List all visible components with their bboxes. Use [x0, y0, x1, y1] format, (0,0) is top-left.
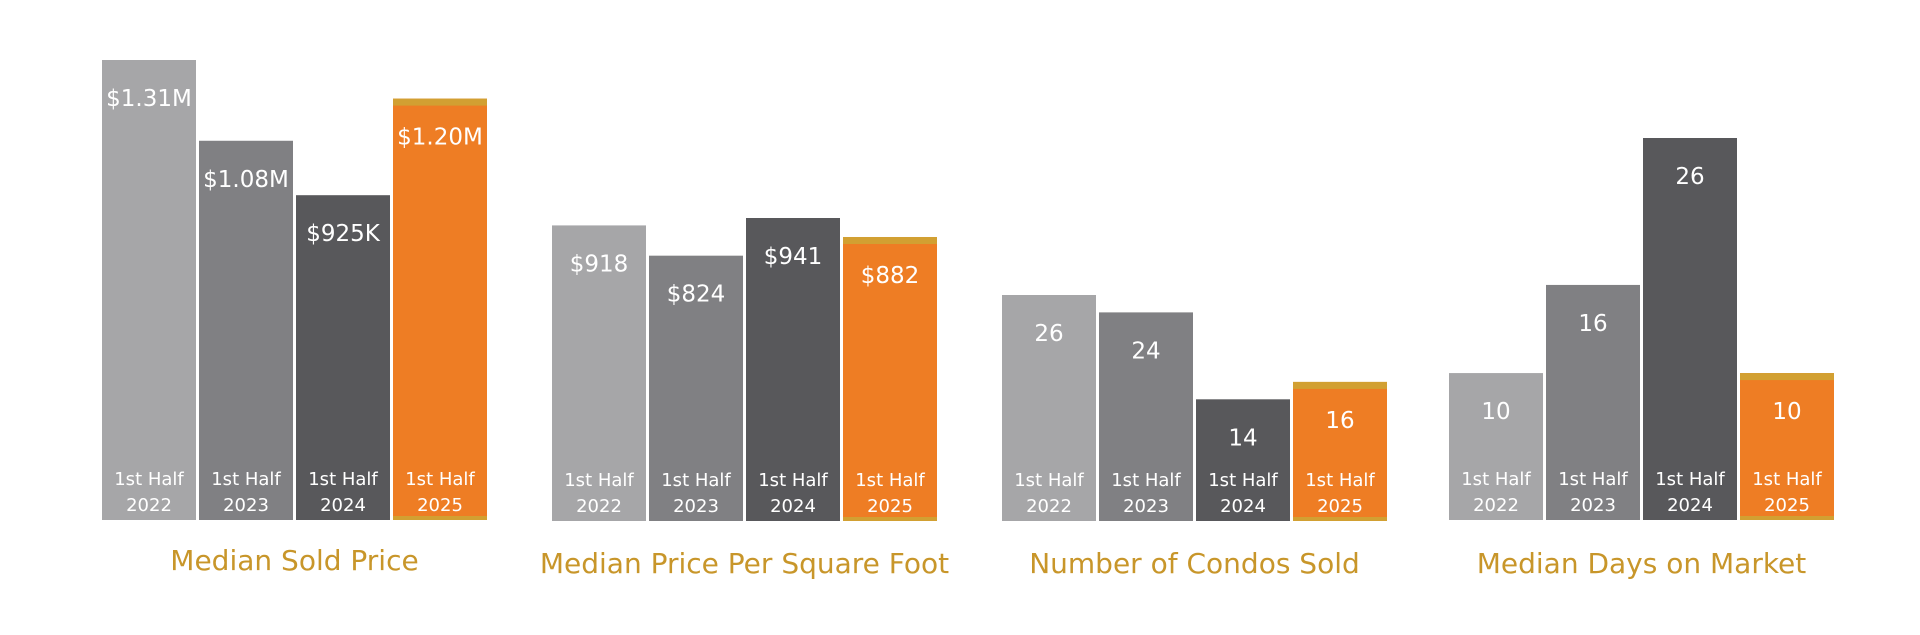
bar-2-2 [649, 255, 743, 521]
bar-1-4 [393, 98, 487, 521]
data-label: $824 [667, 282, 726, 308]
chart-1: $1.31M 1st Half 2022 $1.08M 1st Half 2023 $925… [102, 60, 487, 577]
data-label: 24 [1131, 338, 1160, 364]
category-label: 2024 [1220, 496, 1266, 517]
bar-2-4 [843, 236, 937, 522]
bar-highlight-cap [843, 236, 937, 244]
chart-title: Median Days on Market [1477, 547, 1807, 580]
data-label: $1.31M [106, 86, 192, 112]
bar-4-4 [1740, 373, 1834, 520]
category-label: 2024 [770, 496, 816, 517]
data-label: $918 [570, 251, 629, 277]
category-label: 2023 [673, 496, 719, 517]
category-label: 1st Half [1655, 469, 1725, 490]
category-label: 1st Half [1461, 469, 1531, 490]
category-label: 2022 [576, 496, 622, 517]
category-label: 1st Half [1752, 469, 1822, 490]
category-label: 2025 [1317, 496, 1363, 517]
category-label: 1st Half [405, 469, 475, 490]
bar-3-2 [1099, 312, 1193, 521]
bar-highlight-base [1740, 516, 1834, 520]
bar-highlight-base [843, 517, 937, 521]
category-label: 1st Half [211, 469, 281, 490]
category-label: 1st Half [114, 469, 184, 490]
data-label: 10 [1481, 399, 1510, 425]
bar-3-4 [1293, 381, 1387, 521]
category-label: 1st Half [1014, 470, 1084, 491]
category-label: 2024 [320, 495, 366, 516]
category-label: 2024 [1667, 495, 1713, 516]
bar-highlight-cap [1293, 381, 1387, 389]
category-label: 2023 [1570, 495, 1616, 516]
bar-2-1 [552, 225, 646, 521]
category-label: 2025 [1764, 495, 1810, 516]
data-label: 26 [1034, 321, 1063, 347]
bar-highlight-base [1293, 517, 1387, 521]
bar-highlight-base [393, 516, 487, 520]
chart-3: 26 1st Half 2022 24 1st Half 2023 14 1st Half 20… [1002, 295, 1387, 580]
bar-3-3 [1196, 399, 1290, 521]
chart-title: Median Price Per Square Foot [540, 547, 949, 580]
category-label: 1st Half [1558, 469, 1628, 490]
category-label: 2022 [1473, 495, 1519, 516]
bar-highlight-cap [1740, 373, 1834, 381]
category-label: 2022 [126, 495, 172, 516]
bar-4-2 [1546, 284, 1640, 520]
data-label: 10 [1772, 399, 1801, 425]
data-label: $941 [764, 244, 823, 270]
category-label: 1st Half [661, 470, 731, 491]
chart-2: $918 1st Half 2022 $824 1st Half 2023 $941 1st … [540, 218, 949, 580]
bar-4-1 [1449, 373, 1543, 520]
category-label: 2022 [1026, 496, 1072, 517]
bar-1-1 [102, 60, 196, 520]
bar-1-2 [199, 140, 293, 520]
chart-title: Number of Condos Sold [1029, 547, 1360, 580]
category-label: 2025 [867, 496, 913, 517]
category-label: 1st Half [1208, 470, 1278, 491]
category-label: 1st Half [1305, 470, 1375, 491]
data-label: $1.08M [203, 167, 289, 193]
chart-title: Median Sold Price [170, 544, 418, 577]
data-label: $925K [306, 221, 381, 247]
category-label: 2023 [1123, 496, 1169, 517]
bar-2-3 [746, 218, 840, 521]
data-label: $1.20M [397, 125, 483, 151]
data-label: 14 [1228, 425, 1257, 451]
category-label: 1st Half [758, 470, 828, 491]
data-label: 16 [1578, 311, 1607, 337]
data-label: $882 [861, 263, 920, 289]
bar-4-3 [1643, 138, 1737, 520]
data-label: 16 [1325, 408, 1354, 434]
category-label: 1st Half [855, 470, 925, 491]
chart-4: 10 1st Half 2022 16 1st Half 2023 26 1st Half 20… [1449, 138, 1834, 580]
category-label: 2025 [417, 495, 463, 516]
category-label: 1st Half [564, 470, 634, 491]
category-label: 2023 [223, 495, 269, 516]
data-label: 26 [1675, 164, 1704, 190]
category-label: 1st Half [308, 469, 378, 490]
bar-highlight-cap [393, 98, 487, 106]
category-label: 1st Half [1111, 470, 1181, 491]
bar-1-3 [296, 195, 390, 520]
bar-3-1 [1002, 295, 1096, 521]
